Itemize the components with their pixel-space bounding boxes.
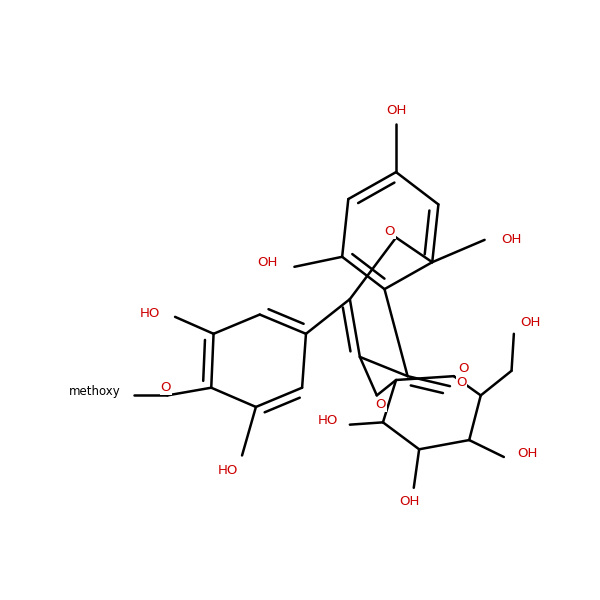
Text: methoxy: methoxy (68, 385, 121, 398)
Text: O: O (161, 381, 171, 394)
Text: OH: OH (520, 316, 541, 329)
Text: HO: HO (218, 464, 238, 478)
Text: HO: HO (318, 415, 338, 427)
Text: OH: OH (386, 104, 406, 117)
Text: O: O (458, 362, 468, 375)
Text: OH: OH (257, 256, 277, 269)
Text: O: O (385, 225, 395, 238)
Text: O: O (456, 376, 467, 389)
Text: O: O (376, 398, 386, 411)
Text: HO: HO (139, 307, 160, 320)
Text: OH: OH (502, 233, 522, 247)
Text: OH: OH (518, 446, 538, 460)
Text: OH: OH (400, 495, 420, 508)
